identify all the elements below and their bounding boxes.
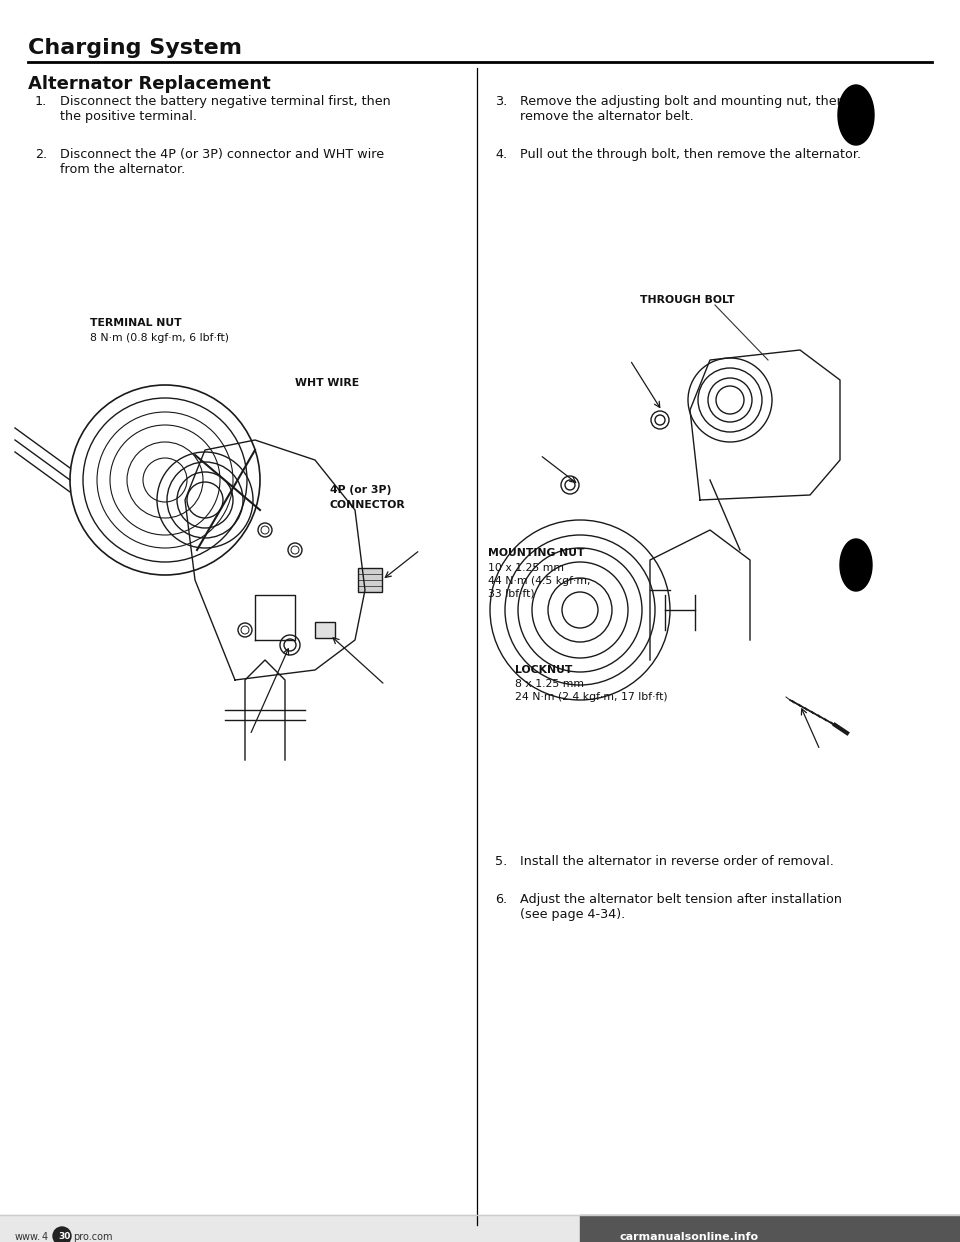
Text: pro.com: pro.com xyxy=(73,1232,112,1242)
Text: 33 lbf·ft): 33 lbf·ft) xyxy=(488,589,535,599)
Bar xyxy=(358,568,382,592)
Text: Remove the adjusting bolt and mounting nut, then
remove the alternator belt.: Remove the adjusting bolt and mounting n… xyxy=(520,94,845,123)
Text: 4P (or 3P): 4P (or 3P) xyxy=(330,484,392,496)
Text: Disconnect the battery negative terminal first, then
the positive terminal.: Disconnect the battery negative terminal… xyxy=(60,94,391,123)
Text: 10 x 1.25 mm: 10 x 1.25 mm xyxy=(488,563,564,573)
Text: 8 N·m (0.8 kgf·m, 6 lbf·ft): 8 N·m (0.8 kgf·m, 6 lbf·ft) xyxy=(90,333,229,343)
Text: Pull out the through bolt, then remove the alternator.: Pull out the through bolt, then remove t… xyxy=(520,148,861,161)
Text: MOUNTING NUT: MOUNTING NUT xyxy=(488,548,585,558)
Text: 1.: 1. xyxy=(35,94,47,108)
Text: CONNECTOR: CONNECTOR xyxy=(330,501,406,510)
Text: Adjust the alternator belt tension after installation
(see page 4-34).: Adjust the alternator belt tension after… xyxy=(520,893,842,922)
Bar xyxy=(315,622,335,638)
Text: carmanualsonline.info: carmanualsonline.info xyxy=(620,1232,759,1242)
Text: Alternator Replacement: Alternator Replacement xyxy=(28,75,271,93)
Text: 44 N·m (4.5 kgf·m,: 44 N·m (4.5 kgf·m, xyxy=(488,576,590,586)
Text: 5.: 5. xyxy=(495,854,507,868)
Text: 4.: 4. xyxy=(495,148,507,161)
Text: 3.: 3. xyxy=(495,94,507,108)
Text: 8 x 1.25 mm: 8 x 1.25 mm xyxy=(515,679,584,689)
Text: 6.: 6. xyxy=(495,893,507,905)
Text: Disconnect the 4P (or 3P) connector and WHT wire
from the alternator.: Disconnect the 4P (or 3P) connector and … xyxy=(60,148,384,176)
Text: 24 N·m (2.4 kgf·m, 17 lbf·ft): 24 N·m (2.4 kgf·m, 17 lbf·ft) xyxy=(515,692,667,702)
Text: 30: 30 xyxy=(58,1232,70,1241)
Circle shape xyxy=(53,1227,71,1242)
Text: www.: www. xyxy=(15,1232,41,1242)
Text: 2.: 2. xyxy=(35,148,47,161)
Polygon shape xyxy=(838,84,874,145)
Text: TERMINAL NUT: TERMINAL NUT xyxy=(90,318,181,328)
Text: Charging System: Charging System xyxy=(28,39,242,58)
Text: WHT WIRE: WHT WIRE xyxy=(295,378,359,388)
Text: THROUGH BOLT: THROUGH BOLT xyxy=(640,296,734,306)
Polygon shape xyxy=(840,539,872,591)
Text: 4: 4 xyxy=(42,1232,48,1242)
Text: LOCKNUT: LOCKNUT xyxy=(515,664,572,674)
Text: Install the alternator in reverse order of removal.: Install the alternator in reverse order … xyxy=(520,854,834,868)
